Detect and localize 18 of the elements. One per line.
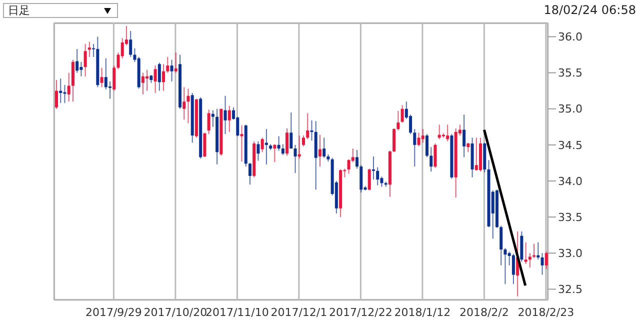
y-tick-label: 33.0 xyxy=(558,247,582,260)
y-tick-label: 34.5 xyxy=(558,138,582,152)
y-tick-label: 36.0 xyxy=(558,30,582,44)
x-tick-label: 2018/1/12 xyxy=(394,306,451,319)
y-tick-label: 35.0 xyxy=(558,102,582,116)
x-tick-label: 2017/12/22 xyxy=(328,306,392,319)
dropdown: 日足 xyxy=(3,3,118,18)
x-tick-label: 2018/2/23 xyxy=(518,306,574,319)
x-tick-label: 2017/11/10 xyxy=(205,306,269,319)
x-tick-label: 2017/9/29 xyxy=(85,306,142,319)
x-tick-label: 2018/2/2 xyxy=(459,306,509,319)
y-tick-label: 34.0 xyxy=(558,174,582,188)
y-tick-label: 32.5 xyxy=(558,283,582,296)
y-tick-label: 35.5 xyxy=(558,66,582,80)
text: 18/02/24 06:58 xyxy=(544,3,636,17)
x-tick-label: 2017/12/1 xyxy=(270,306,328,319)
y-tick-label: 33.5 xyxy=(558,210,582,224)
x-tick-label: 2017/10/20 xyxy=(144,306,208,319)
